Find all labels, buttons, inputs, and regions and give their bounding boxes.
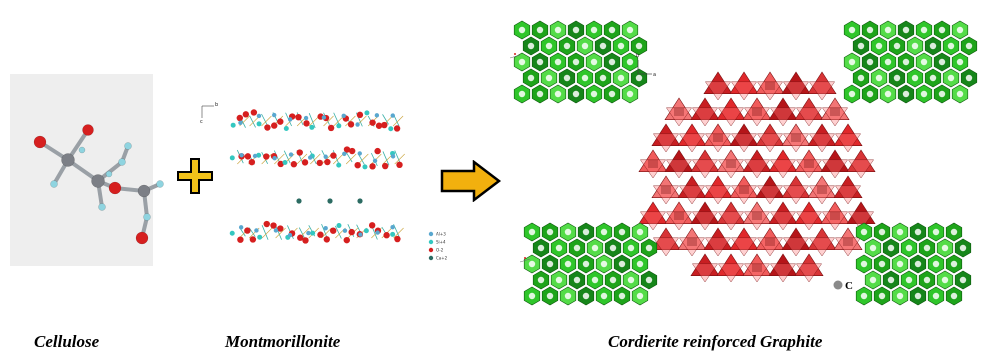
axis-triad-small-marks xyxy=(509,53,531,263)
atom xyxy=(78,146,86,154)
legend-ca: Ca+2 xyxy=(436,256,448,261)
graphite-cluster-bottom-right xyxy=(855,222,972,306)
graphite-cluster-top-right xyxy=(843,20,978,104)
axis-a-label: a xyxy=(653,72,656,78)
atom xyxy=(82,124,94,136)
axis-triad-montmorillonite: b c xyxy=(200,102,218,125)
axis-c-label: c xyxy=(200,119,203,125)
cordierite-red-framework xyxy=(638,71,876,283)
atom xyxy=(108,181,122,195)
atom xyxy=(124,142,132,150)
atom xyxy=(50,180,58,188)
plus-symbol xyxy=(177,158,213,194)
atom xyxy=(61,153,75,167)
montmorillonite-layers xyxy=(229,109,405,244)
atom xyxy=(135,231,149,245)
cellulose-molecule-panel xyxy=(10,74,164,266)
caption-cordierite-graphite: Cordierite reinforced Graphite xyxy=(608,332,823,351)
cordierite-graphite-panel: a b C xyxy=(509,20,978,306)
caption-cellulose: Cellulose xyxy=(34,332,100,351)
axis-b-label-2: b xyxy=(636,53,639,59)
atom xyxy=(98,203,106,211)
montmorillonite-structure-panel: b c Al+3 Si+4 O-2 Ca+2 xyxy=(200,102,448,261)
interlayer-calcium-ions xyxy=(296,198,363,204)
graphite-cluster-bottom-left xyxy=(523,222,658,306)
atom xyxy=(143,213,151,221)
caption-montmorillonite: Montmorillonite xyxy=(225,332,341,351)
atom xyxy=(156,180,164,188)
legend-al: Al+3 xyxy=(436,232,446,237)
legend-o: O-2 xyxy=(436,248,444,253)
axis-triad-cordierite: a b xyxy=(636,53,656,78)
carbon-label: C xyxy=(845,280,853,292)
axis-b-label: b xyxy=(215,102,218,108)
atom xyxy=(91,174,105,188)
carbon-atom-marker: C xyxy=(833,280,853,292)
molecule-atoms xyxy=(33,124,164,245)
atom xyxy=(118,158,126,166)
reaction-arrow xyxy=(440,160,502,202)
legend-si: Si+4 xyxy=(436,240,446,245)
atom xyxy=(137,184,151,198)
atom xyxy=(33,135,47,149)
graphite-cluster-top-left xyxy=(513,20,648,104)
element-legend: Al+3 Si+4 O-2 Ca+2 xyxy=(428,232,448,261)
atom xyxy=(105,170,113,178)
